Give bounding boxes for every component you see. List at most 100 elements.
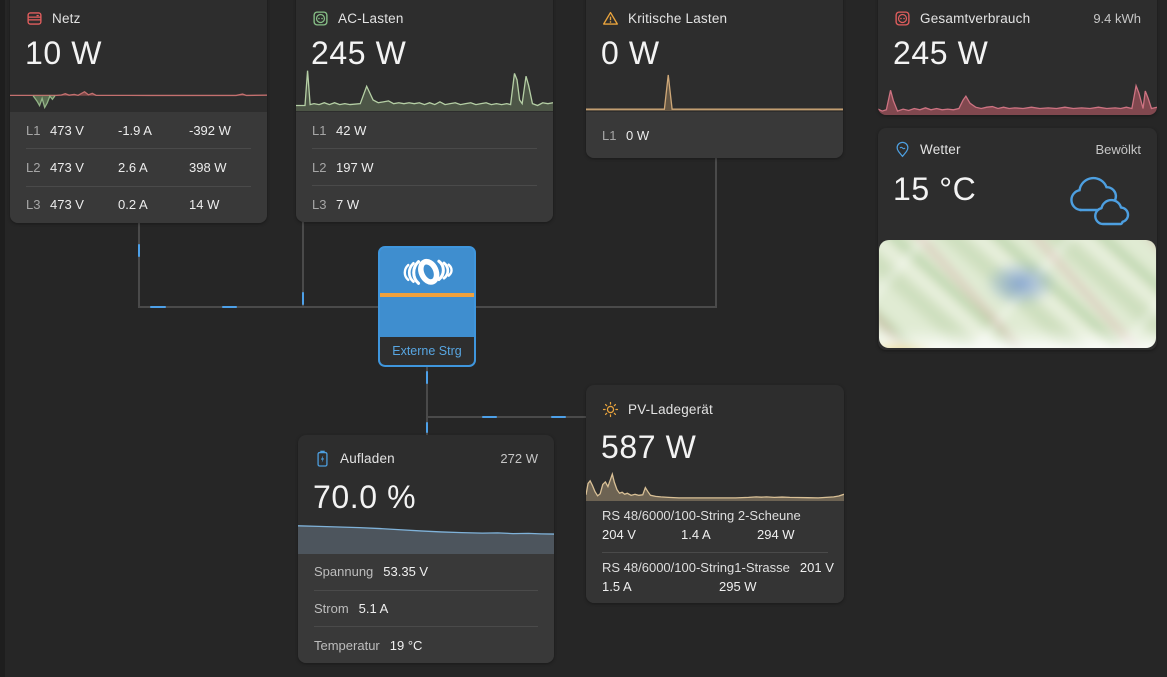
card-title: Netz xyxy=(52,11,81,26)
card-title: Gesamtverbrauch xyxy=(920,11,1031,26)
critical-loads-card[interactable]: Kritische Lasten 0 W L1 0 W xyxy=(586,0,843,158)
divider xyxy=(26,185,251,187)
critical-loads-phase-table: L1 0 W xyxy=(586,112,843,158)
phase-current: 2.6 A xyxy=(118,159,148,175)
detail-value: 19 °C xyxy=(389,637,423,653)
phase-power: 7 W xyxy=(336,196,360,212)
critical-loads-sparkline xyxy=(586,66,843,111)
flow-dash xyxy=(302,292,304,305)
pv-strings-table: RS 48/6000/100-String 2-Scheune 204 V 1.… xyxy=(586,501,844,603)
phase-voltage: 473 V xyxy=(50,122,84,138)
phase-current: -1.9 A xyxy=(118,122,152,138)
divider xyxy=(26,148,251,150)
connector-horizontal-left xyxy=(138,306,380,308)
phase-power: 398 W xyxy=(189,159,227,175)
card-title: Wetter xyxy=(920,142,961,157)
ac-loads-sparkline xyxy=(296,56,553,111)
victron-logo xyxy=(380,248,474,293)
pv-string-name: RS 48/6000/100-String1-Strasse xyxy=(602,559,790,575)
connector-acloads-to-inverter xyxy=(302,214,304,308)
flow-dash xyxy=(482,416,497,418)
grid-sparkline xyxy=(10,84,267,111)
pv-string-current: 1.4 A xyxy=(681,527,711,542)
detail-row-voltage: Spannung 53.35 V xyxy=(298,554,554,590)
battery-details-table: Spannung 53.35 V Strom 5.1 A Temperatur … xyxy=(298,554,554,663)
total-consumption-power-value: 245 W xyxy=(893,35,989,71)
connector-grid-to-inverter xyxy=(138,210,140,308)
divider xyxy=(312,148,537,149)
divider xyxy=(602,551,828,553)
pv-sparkline xyxy=(586,470,844,501)
card-title: Kritische Lasten xyxy=(628,11,728,26)
phase-row-l3: L3 473 V 0.2 A 14 W xyxy=(10,187,267,223)
grid-power-value: 10 W xyxy=(25,35,103,71)
phase-current: 0.2 A xyxy=(118,197,148,213)
detail-label: Strom xyxy=(314,601,349,616)
window-edge xyxy=(0,0,5,677)
flow-dash xyxy=(426,371,428,384)
phase-label: L3 xyxy=(312,196,327,212)
divider xyxy=(314,626,538,628)
socket-icon xyxy=(313,11,328,26)
critical-loads-power-value: 0 W xyxy=(601,35,660,71)
phase-power: 197 W xyxy=(336,159,374,175)
phase-label: L1 xyxy=(26,122,41,138)
weather-card[interactable]: Wetter Bewölkt 15 °C xyxy=(878,128,1157,350)
phase-row-l1: L1 0 W xyxy=(586,112,843,158)
pv-string-power: 294 W xyxy=(757,527,795,542)
flow-dash xyxy=(138,244,140,257)
total-consumption-sparkline xyxy=(878,76,1157,115)
flow-dash xyxy=(426,422,428,433)
phase-power: 42 W xyxy=(336,122,367,138)
pv-string-voltage: 201 V xyxy=(799,559,834,575)
flow-dash xyxy=(551,416,566,418)
inverter-footer: Externe Strg xyxy=(380,337,474,365)
card-title: Aufladen xyxy=(340,451,395,466)
phase-label: L1 xyxy=(602,127,617,143)
battery-power-value: 272 W xyxy=(500,451,538,466)
soc-chart xyxy=(298,518,554,554)
location-pin-icon xyxy=(896,141,909,158)
socket-icon xyxy=(895,11,910,26)
map-image xyxy=(879,240,1156,348)
inverter-label: Externe Strg xyxy=(392,344,462,358)
phase-power: -392 W xyxy=(189,122,231,138)
pv-power-value: 587 W xyxy=(601,429,697,465)
phase-power: 14 W xyxy=(189,197,220,213)
energy-today-value: 9.4 kWh xyxy=(1093,11,1141,26)
temperature-value: 15 °C xyxy=(893,171,977,207)
pv-string-name: RS 48/6000/100-String 2-Scheune xyxy=(602,508,801,523)
flow-dash xyxy=(222,306,237,308)
ac-loads-card[interactable]: AC-Lasten 245 W L1 42 W L2 197 W L3 7 W xyxy=(296,0,553,222)
weather-condition: Bewölkt xyxy=(1095,142,1141,157)
sun-icon xyxy=(602,401,619,418)
pv-string-voltage: 204 V xyxy=(602,527,636,542)
inverter-box[interactable]: Externe Strg xyxy=(378,246,476,367)
pv-charger-card[interactable]: PV-Ladegerät 587 W RS 48/6000/100-String… xyxy=(586,385,844,603)
soc-value: 70.0 % xyxy=(313,479,417,515)
grid-icon xyxy=(27,12,42,25)
grid-card[interactable]: Netz 10 W L1 473 V -1.9 A -392 W L2 473 … xyxy=(10,0,267,223)
phase-label: L2 xyxy=(26,159,41,175)
total-consumption-card[interactable]: Gesamtverbrauch 9.4 kWh 245 W xyxy=(878,0,1157,115)
battery-icon xyxy=(317,450,328,467)
detail-value: 5.1 A xyxy=(358,601,389,616)
card-title: PV-Ladegerät xyxy=(628,402,713,417)
grid-phase-table: L1 473 V -1.9 A -392 W L2 473 V 2.6 A 39… xyxy=(10,112,267,223)
ac-loads-phase-table: L1 42 W L2 197 W L3 7 W xyxy=(296,112,553,222)
connector-inverter-to-battery xyxy=(426,365,428,437)
phase-label: L1 xyxy=(312,122,327,138)
connector-to-pv xyxy=(426,416,588,418)
weather-map[interactable] xyxy=(879,240,1156,348)
ac-loads-power-value: 245 W xyxy=(311,35,407,71)
pv-string-row: RS 48/6000/100-String 2-Scheune 204 V 1.… xyxy=(586,501,844,552)
pv-string-current: 1.5 A xyxy=(602,578,632,594)
detail-label: Temperatur xyxy=(314,637,380,653)
pv-string-row: RS 48/6000/100-String1-Strasse 201 V 1.5 … xyxy=(586,553,844,604)
detail-row-temperature: Temperatur 19 °C xyxy=(298,627,554,663)
phase-row-l1: L1 42 W xyxy=(296,112,553,148)
battery-card[interactable]: Aufladen 272 W 70.0 % Spannung 53.35 V S… xyxy=(298,435,554,663)
phase-label: L3 xyxy=(26,197,41,213)
phase-label: L2 xyxy=(312,159,327,175)
